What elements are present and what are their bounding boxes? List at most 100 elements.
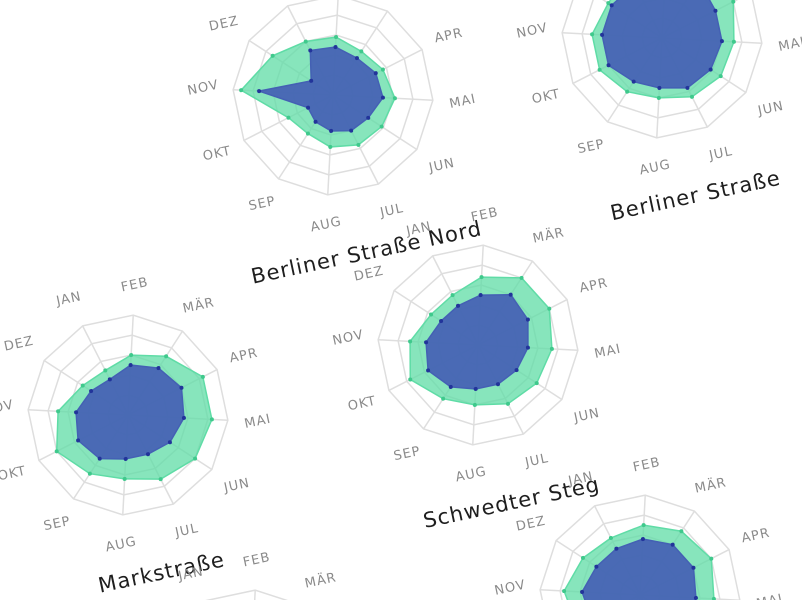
radar-chart: JANFEBMÄRAPRMAIJUNJULAUGSEPOKTNOVDEZBerl…	[186, 0, 484, 289]
axis-label: JUN	[756, 99, 786, 119]
data-point	[679, 529, 684, 534]
axis-label: MAI	[777, 35, 802, 55]
axis-label: MÄR	[303, 569, 338, 591]
data-point	[426, 368, 431, 373]
data-point	[708, 67, 713, 72]
data-point	[606, 63, 611, 68]
data-point	[689, 94, 694, 99]
data-point	[606, 1, 611, 6]
data-point	[709, 556, 714, 561]
data-point	[334, 35, 339, 40]
data-point	[534, 381, 539, 386]
data-point	[286, 115, 291, 120]
axis-label: OKT	[202, 144, 233, 165]
axis-label: JAN	[54, 289, 83, 309]
axis-label: DEZ	[515, 514, 548, 535]
data-point	[657, 85, 662, 90]
axis-label: MÄR	[693, 474, 728, 496]
data-point	[54, 449, 59, 454]
data-point	[614, 546, 619, 551]
axis-label: MÄR	[181, 294, 216, 316]
data-point	[308, 48, 313, 53]
axis-label: AUG	[454, 464, 488, 485]
data-point	[625, 89, 630, 94]
data-point	[179, 385, 184, 390]
data-point	[181, 415, 186, 420]
axis-label: JUN	[572, 406, 602, 426]
data-point	[158, 477, 163, 482]
data-point	[641, 523, 646, 528]
data-point	[257, 89, 262, 94]
data-point	[580, 555, 585, 560]
axis-label: JAN	[566, 469, 595, 489]
data-point	[691, 565, 696, 570]
data-point	[580, 589, 585, 594]
axis-label: MAI	[448, 92, 477, 112]
data-point	[514, 368, 519, 373]
data-point	[479, 275, 484, 280]
axis-label: AUG	[309, 214, 343, 235]
data-point	[525, 317, 530, 322]
data-point	[303, 39, 308, 44]
chart-title: Markstraße	[96, 547, 227, 597]
axis-label: FEB	[470, 205, 500, 225]
data-point	[76, 438, 81, 443]
axis-label: JAN	[176, 564, 205, 584]
axis-label: FEB	[632, 455, 662, 475]
data-point	[731, 0, 736, 4]
radar-chart: JAN FEB MÄR APR MAI JUN JUL AUG SEP OKT NOV DEZ Mark…	[0, 275, 273, 598]
axis-label: APR	[578, 276, 609, 297]
axis-label: FEB	[120, 275, 150, 295]
radar-chart: JANFEBMÄRAPRMAIJUNJULAUGSEPOKTNOVDEZBerl…	[515, 0, 802, 225]
data-point	[306, 105, 311, 110]
data-point	[713, 8, 718, 13]
data-point	[349, 128, 354, 133]
axis-label: APR	[228, 346, 259, 367]
axis-label: AUG	[104, 534, 138, 555]
data-point	[209, 417, 214, 422]
data-point	[373, 71, 378, 76]
axis-label: FEB	[242, 550, 272, 570]
data-point	[685, 85, 690, 90]
axis-label: MÄR	[531, 224, 566, 246]
axis-label: SEP	[392, 444, 422, 464]
data-point	[239, 88, 244, 93]
data-point	[656, 95, 661, 100]
data-point	[129, 353, 134, 358]
data-point	[89, 389, 94, 394]
data-point	[525, 345, 530, 350]
axis-label: SEP	[576, 137, 606, 157]
data-point	[309, 78, 314, 83]
data-point	[87, 471, 92, 476]
data-point	[600, 32, 605, 37]
data-point	[718, 74, 723, 79]
data-point	[597, 67, 602, 72]
data-point	[380, 67, 385, 72]
axis-label: JUN	[222, 476, 252, 496]
data-point	[590, 32, 595, 37]
data-point	[366, 115, 371, 120]
data-point	[719, 39, 724, 44]
data-point	[164, 354, 169, 359]
data-point	[156, 366, 161, 371]
data-point	[80, 383, 85, 388]
data-point	[519, 275, 524, 280]
axis-label: DEZ	[208, 14, 241, 35]
axis-label: JUL	[173, 521, 200, 541]
data-point	[128, 363, 133, 368]
data-point	[329, 128, 334, 133]
data-point	[693, 595, 698, 600]
data-point	[97, 456, 102, 461]
axis-label: MAI	[593, 342, 622, 362]
axis-label: NOV	[186, 78, 220, 99]
data-point	[354, 56, 359, 61]
data-point	[356, 142, 361, 147]
data-point	[107, 377, 112, 382]
data-point	[472, 402, 477, 407]
data-point	[270, 53, 275, 58]
axis-label: MAI	[755, 592, 784, 600]
axis-label: JUL	[707, 144, 734, 164]
data-point	[328, 144, 333, 149]
